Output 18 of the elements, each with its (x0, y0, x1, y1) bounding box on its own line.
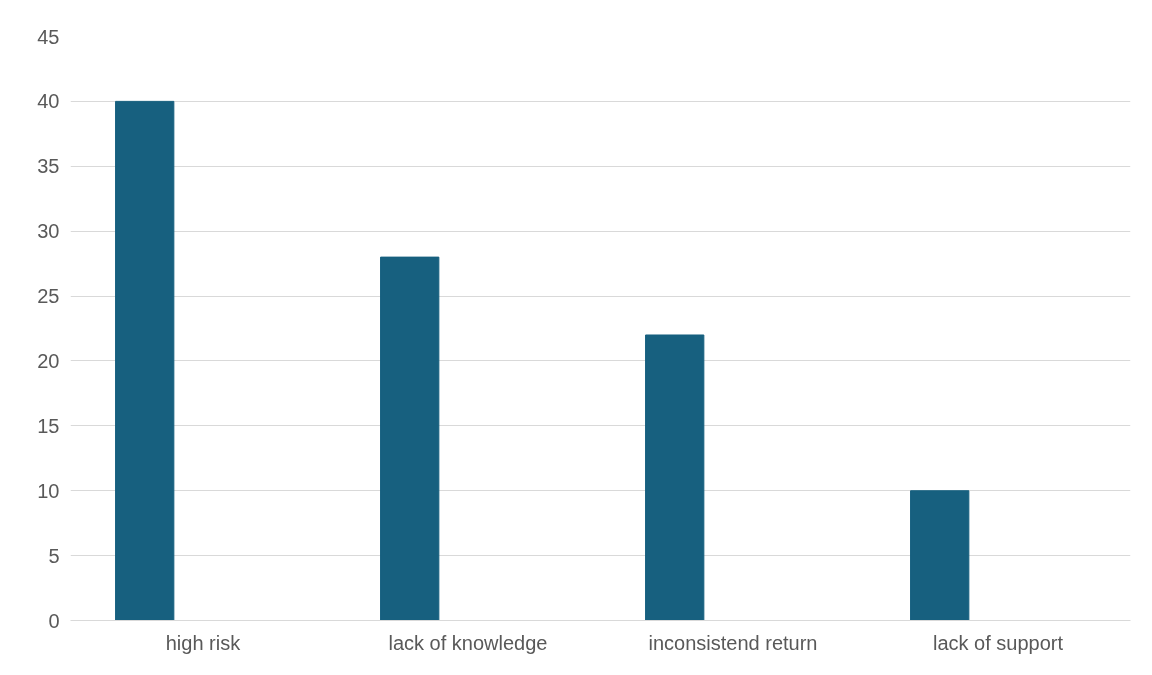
x-tick-label: lack of knowledge (388, 631, 548, 654)
x-tick-label: lack of support (932, 631, 1064, 654)
x-tick-label: inconsistend return (648, 631, 818, 654)
y-tick-label: 0 (48, 609, 60, 632)
y-tick-label: 30 (37, 220, 60, 243)
y-tick-label: 45 (37, 25, 60, 48)
bar (645, 334, 705, 621)
y-tick-label: 25 (37, 285, 60, 308)
bar (115, 100, 175, 621)
bar (910, 490, 970, 621)
x-tick-label: high risk (165, 631, 242, 654)
y-tick-label: 35 (37, 155, 60, 178)
y-tick-label: 40 (37, 90, 60, 113)
y-tick-label: 20 (37, 349, 60, 372)
y-tick-label: 10 (37, 479, 60, 502)
y-tick-label: 15 (37, 414, 60, 437)
bar (380, 256, 440, 621)
y-tick-label: 5 (48, 544, 60, 567)
